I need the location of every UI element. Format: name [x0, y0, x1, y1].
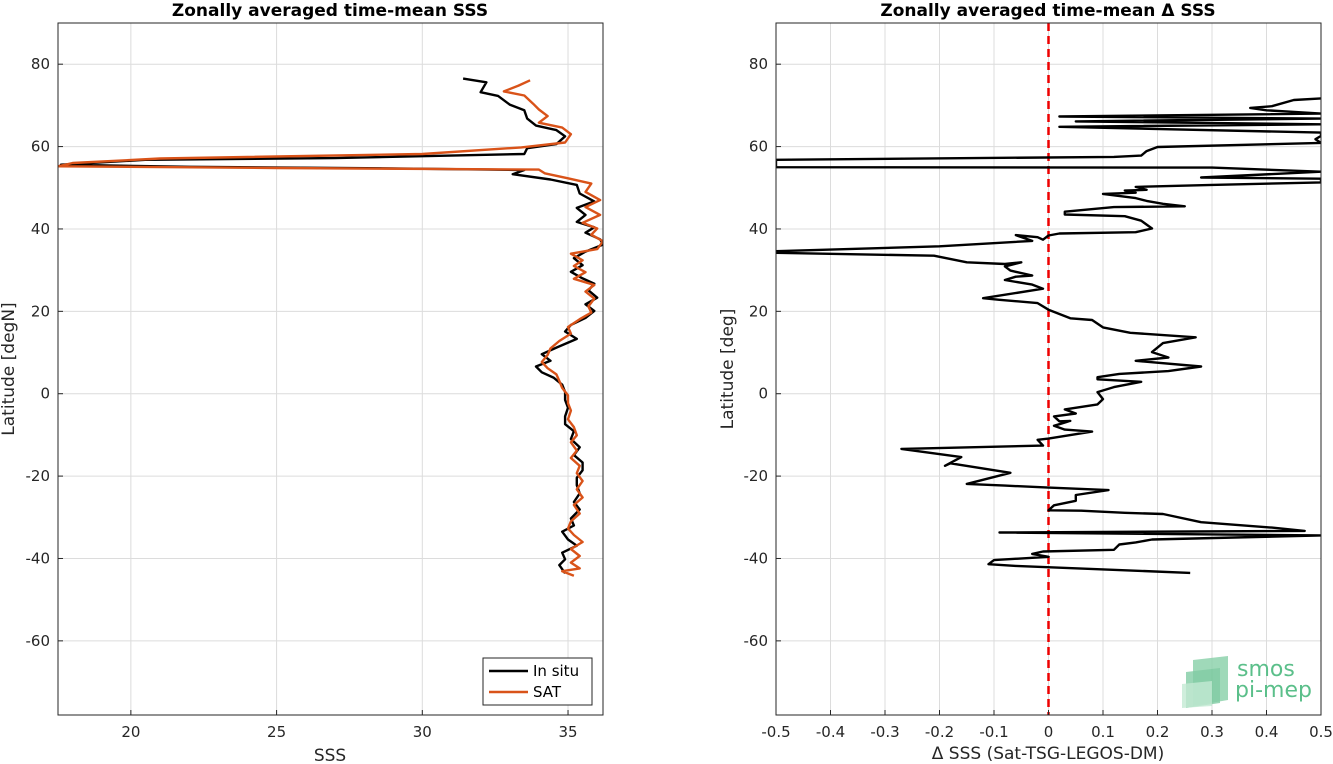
left-y-tick-label: 40: [31, 220, 50, 238]
right-x-tick-label: -0.2: [925, 723, 954, 741]
right-x-tick-label: 0: [1044, 723, 1054, 741]
left-x-tick-label: 30: [413, 723, 432, 741]
left-x-tick-label: 25: [267, 723, 286, 741]
right-y-tick-label: 0: [758, 385, 768, 403]
legend-label-in-situ: In situ: [533, 662, 579, 680]
right-y-tick-label: -60: [744, 632, 769, 650]
right-x-tick-label: -0.4: [816, 723, 845, 741]
left-plot-frame: [57, 22, 604, 716]
right-y-tick-label: -20: [744, 467, 769, 485]
left-x-axis-label: SSS: [314, 746, 346, 764]
left-y-tick-label: 60: [31, 138, 50, 156]
right-x-tick-label: -0.1: [979, 723, 1008, 741]
right-x-tick-label: 0.1: [1091, 723, 1115, 741]
right-x-tick-label: 0.2: [1146, 723, 1170, 741]
legend-box: [482, 657, 593, 706]
right-y-tick-label: 20: [749, 302, 768, 320]
left-y-tick-label: -60: [26, 632, 51, 650]
left-x-tick-label: 20: [121, 723, 140, 741]
right-x-tick-label: 0.4: [1255, 723, 1279, 741]
right-x-tick-label: 0.5: [1309, 723, 1333, 741]
left-y-tick-label: -40: [26, 549, 51, 567]
left-y-axis-label: Latitude [degN]: [0, 302, 19, 435]
legend-label-sat: SAT: [533, 683, 562, 701]
watermark-line1: smos: [1237, 657, 1295, 682]
left-x-tick-label: 35: [558, 723, 577, 741]
right-panel: Zonally averaged time-mean Δ SSS -0.5 -0.…: [718, 1, 1333, 764]
right-x-tick-label: 0.3: [1200, 723, 1224, 741]
watermark-logo-icon: [1182, 656, 1228, 708]
right-x-tick-label: -0.5: [761, 723, 790, 741]
right-x-axis-label: Δ SSS (Sat-TSG-LEGOS-DM): [932, 744, 1164, 764]
left-chart-title: Zonally averaged time-mean SSS: [172, 1, 488, 21]
right-x-tick-label: -0.3: [870, 723, 899, 741]
left-y-tick-label: -20: [26, 467, 51, 485]
right-y-axis-label: Latitude [deg]: [718, 309, 738, 430]
right-y-tick-label: -40: [744, 549, 769, 567]
left-panel: Zonally averaged time-mean SSS 20 25 30 35 -…: [0, 1, 604, 764]
legend: In situ SAT: [482, 657, 593, 706]
smos-pi-mep-watermark: smos pi-mep: [1182, 656, 1312, 708]
left-y-tick-label: 20: [31, 302, 50, 320]
right-series-delta-sss-line: [776, 97, 1321, 575]
right-y-tick-label: 40: [749, 220, 768, 238]
watermark-line2: pi-mep: [1235, 678, 1312, 703]
left-y-tick-label: 80: [31, 55, 50, 73]
left-series-sat-line: [58, 79, 603, 577]
left-y-tick-label: 0: [40, 385, 50, 403]
right-chart-title: Zonally averaged time-mean Δ SSS: [880, 1, 1215, 21]
right-y-tick-label: 80: [749, 55, 768, 73]
right-y-tick-label: 60: [749, 138, 768, 156]
left-series-in-situ-line: [59, 77, 603, 574]
